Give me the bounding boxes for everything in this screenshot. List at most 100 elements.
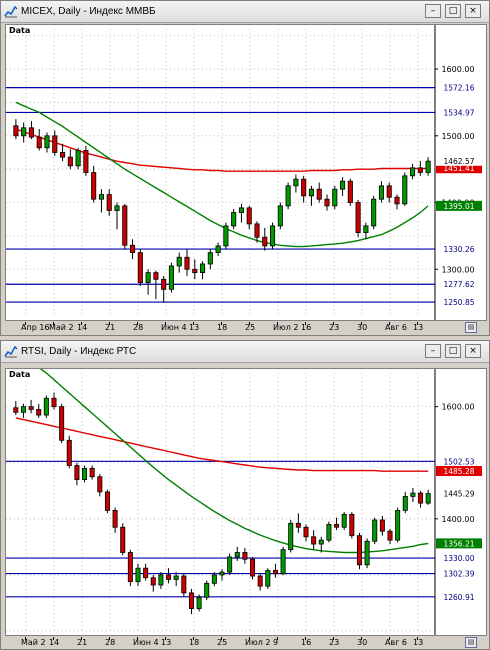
maximize-button[interactable]: □ [445,344,461,358]
candle-up [425,160,431,173]
maximize-button[interactable]: □ [445,4,461,18]
chart-shift-icon[interactable]: ▤ [465,637,477,648]
candle-up [402,495,408,511]
date-axis-label: 28 [133,323,144,332]
candle-up [371,198,377,227]
date-axis-label: 14 [77,323,88,332]
candle-down [127,552,133,583]
candle-down [246,207,252,225]
candle-up [158,574,164,586]
price-axis-label: 1300.00 [441,265,474,274]
date-tick [137,322,138,325]
date-axis-label: Июл 2 [245,638,271,647]
candle-up [270,225,276,247]
date-axis-label: Май 2 [49,323,74,332]
window-titlebar[interactable]: RTSI, Daily - Индекс РТС – □ × [1,341,489,363]
date-axis-label: Июн 4 [161,323,187,332]
candle-down [311,536,317,545]
date-axis-label: 13 [413,638,424,647]
level-price-label: 1260.91 [436,591,482,602]
level-price-label-text: 1250.85 [443,298,474,307]
candle-up [238,207,244,213]
date-axis-label: 30 [357,638,368,647]
current-price-label: 1462.57 [436,155,482,166]
candle-up [280,549,286,575]
price-chart-area[interactable]: 1600.001500.001400.001300.001572.161534.… [5,24,487,321]
date-tick [277,322,278,325]
date-axis-label: Авг 6 [385,323,408,332]
candle-up [288,522,294,551]
candle-up [43,397,49,416]
date-axis-label: 13 [161,638,172,647]
candle-up [234,552,240,558]
date-axis-label: 16 [301,323,312,332]
candle-up [200,263,206,274]
candle-down [192,268,198,274]
candle-up [135,567,141,583]
candle-up [196,596,202,609]
level-price-label-text: 1330.00 [443,554,474,563]
chart-window-micex[interactable]: MICEX, Daily - Индекс ММВБ – □ × 1600.00… [0,0,490,336]
candle-up [395,510,401,541]
level-price-label-box [436,107,482,118]
minimize-button[interactable]: – [425,4,441,18]
candlestick-chart[interactable]: 1600.00 1400.00 1502.53 1330.00 1302.39 1260.… [6,369,486,635]
ma-short-price-label-box [436,538,482,549]
date-tick [53,637,54,640]
candle-down [161,278,167,290]
date-axis-label: 21 [105,323,116,332]
date-tick [361,322,362,325]
level-price-label-text: 1277.62 [443,280,474,289]
candle-down [347,180,353,203]
candle-up [341,513,347,528]
candle-down [91,172,97,200]
ma-long-price-label-box [436,465,482,476]
level-price-label-box [436,591,482,602]
close-button[interactable]: × [465,4,481,18]
date-tick [193,637,194,640]
date-tick [109,637,110,640]
ma-short-price-label-text: 1356.21 [443,539,474,548]
level-price-label-text: 1502.53 [443,457,474,466]
candle-up [227,556,233,573]
chart-shift-icon[interactable]: ▤ [465,322,477,333]
candle-up [332,188,338,207]
window-titlebar[interactable]: MICEX, Daily - Индекс ММВБ – □ × [1,1,489,23]
date-axis-label: Апр 16 [21,323,50,332]
date-axis-label: 28 [105,638,116,647]
candle-down [130,244,136,253]
level-price-label-box [436,279,482,290]
date-axis-label: Июн 4 [133,638,159,647]
candle-up [326,524,332,541]
level-price-label-text: 1572.16 [443,84,474,93]
candle-down [334,524,340,528]
candle-down [122,205,128,246]
candle-down [257,575,263,587]
date-tick [249,637,250,640]
candle-down [153,272,159,280]
level-price-label-text: 1302.39 [443,570,474,579]
price-axis-label: 1400.00 [441,515,474,524]
candle-down [379,519,385,532]
candle-down [262,236,268,247]
date-tick [417,322,418,325]
level-price-label: 1302.39 [436,568,482,579]
candle-down [387,530,393,541]
date-axis-label: Май 2 [21,638,46,647]
minimize-button[interactable]: – [425,344,441,358]
close-button[interactable]: × [465,344,481,358]
date-axis-label: 18 [189,638,200,647]
candle-up [372,519,378,542]
candle-down [166,574,172,580]
chart-window-rtsi[interactable]: RTSI, Daily - Индекс РТС – □ × 1600.00 14… [0,340,490,650]
candle-up [75,150,81,167]
moving-average-long-line [15,417,429,472]
date-tick [193,322,194,325]
candle-down [28,406,34,410]
candlestick-chart[interactable]: 1600.001500.001400.001300.001572.161534.… [6,25,486,320]
price-axis-label: 1500.00 [441,132,474,141]
current-price-label: 1445.29 [436,488,482,499]
date-tick [305,637,306,640]
candle-up [98,194,104,200]
price-chart-area[interactable]: 1600.00 1400.00 1502.53 1330.00 1302.39 1260.… [5,368,487,636]
